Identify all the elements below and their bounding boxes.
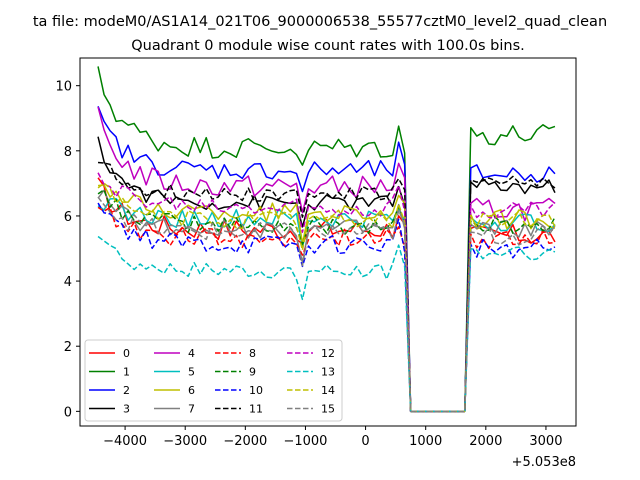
x-tick-label: 3000: [529, 434, 562, 449]
legend-label-4: 4: [188, 347, 195, 360]
series-line-15: [97, 196, 556, 413]
series-line-4: [97, 106, 556, 413]
legend-label-13: 13: [321, 366, 335, 379]
legend-label-5: 5: [188, 366, 195, 379]
legend-label-9: 9: [249, 366, 256, 379]
series-line-11: [97, 161, 556, 413]
legend-label-7: 7: [188, 403, 195, 416]
x-tick-label: −3000: [163, 434, 207, 449]
x-offset-label: +5.053e8: [512, 455, 576, 470]
y-tick-label: 6: [64, 210, 72, 225]
legend-label-10: 10: [249, 384, 263, 397]
series-line-12: [97, 172, 556, 413]
legend-label-11: 11: [249, 403, 263, 416]
legend-label-15: 15: [321, 403, 335, 416]
axes-frame: [79, 57, 577, 427]
series-line-1: [97, 66, 556, 413]
legend-label-12: 12: [321, 347, 335, 360]
x-tick-label: −2000: [223, 434, 267, 449]
series-line-14: [97, 182, 556, 413]
legend-box: [84, 339, 343, 422]
legend-label-0: 0: [123, 347, 130, 360]
series-line-10: [97, 202, 556, 413]
legend-label-2: 2: [123, 384, 130, 397]
series-line-7: [97, 189, 556, 413]
legend-label-14: 14: [321, 384, 335, 397]
legend-label-1: 1: [123, 366, 130, 379]
x-tick-label: −4000: [103, 434, 147, 449]
series-line-3: [97, 136, 556, 413]
legend-label-8: 8: [249, 347, 256, 360]
y-tick-label: 2: [64, 340, 72, 355]
x-axis: −4000 −3000 −2000 −1000 0 1000 2000 3000: [103, 426, 562, 449]
y-tick-label: 8: [64, 145, 72, 160]
x-tick-label: 1000: [409, 434, 442, 449]
y-tick-label: 0: [64, 405, 72, 420]
x-tick-label: 2000: [469, 434, 502, 449]
y-tick-label: 4: [64, 275, 72, 290]
chart-title: Quadrant 0 module wise count rates with …: [131, 38, 525, 54]
legend-label-6: 6: [188, 384, 195, 397]
x-tick-label: 0: [361, 434, 369, 449]
series-line-13: [97, 235, 556, 413]
series-line-9: [97, 189, 556, 413]
series-layer: [97, 66, 556, 413]
figure-suptitle: ta file: modeM0/AS1A14_021T06_9000006538…: [33, 14, 607, 30]
y-tick-label: 10: [55, 80, 72, 95]
y-axis: 0 2 4 6 8 10: [55, 80, 80, 420]
legend-label-3: 3: [123, 403, 130, 416]
series-line-2: [97, 106, 556, 413]
x-tick-label: −1000: [283, 434, 327, 449]
